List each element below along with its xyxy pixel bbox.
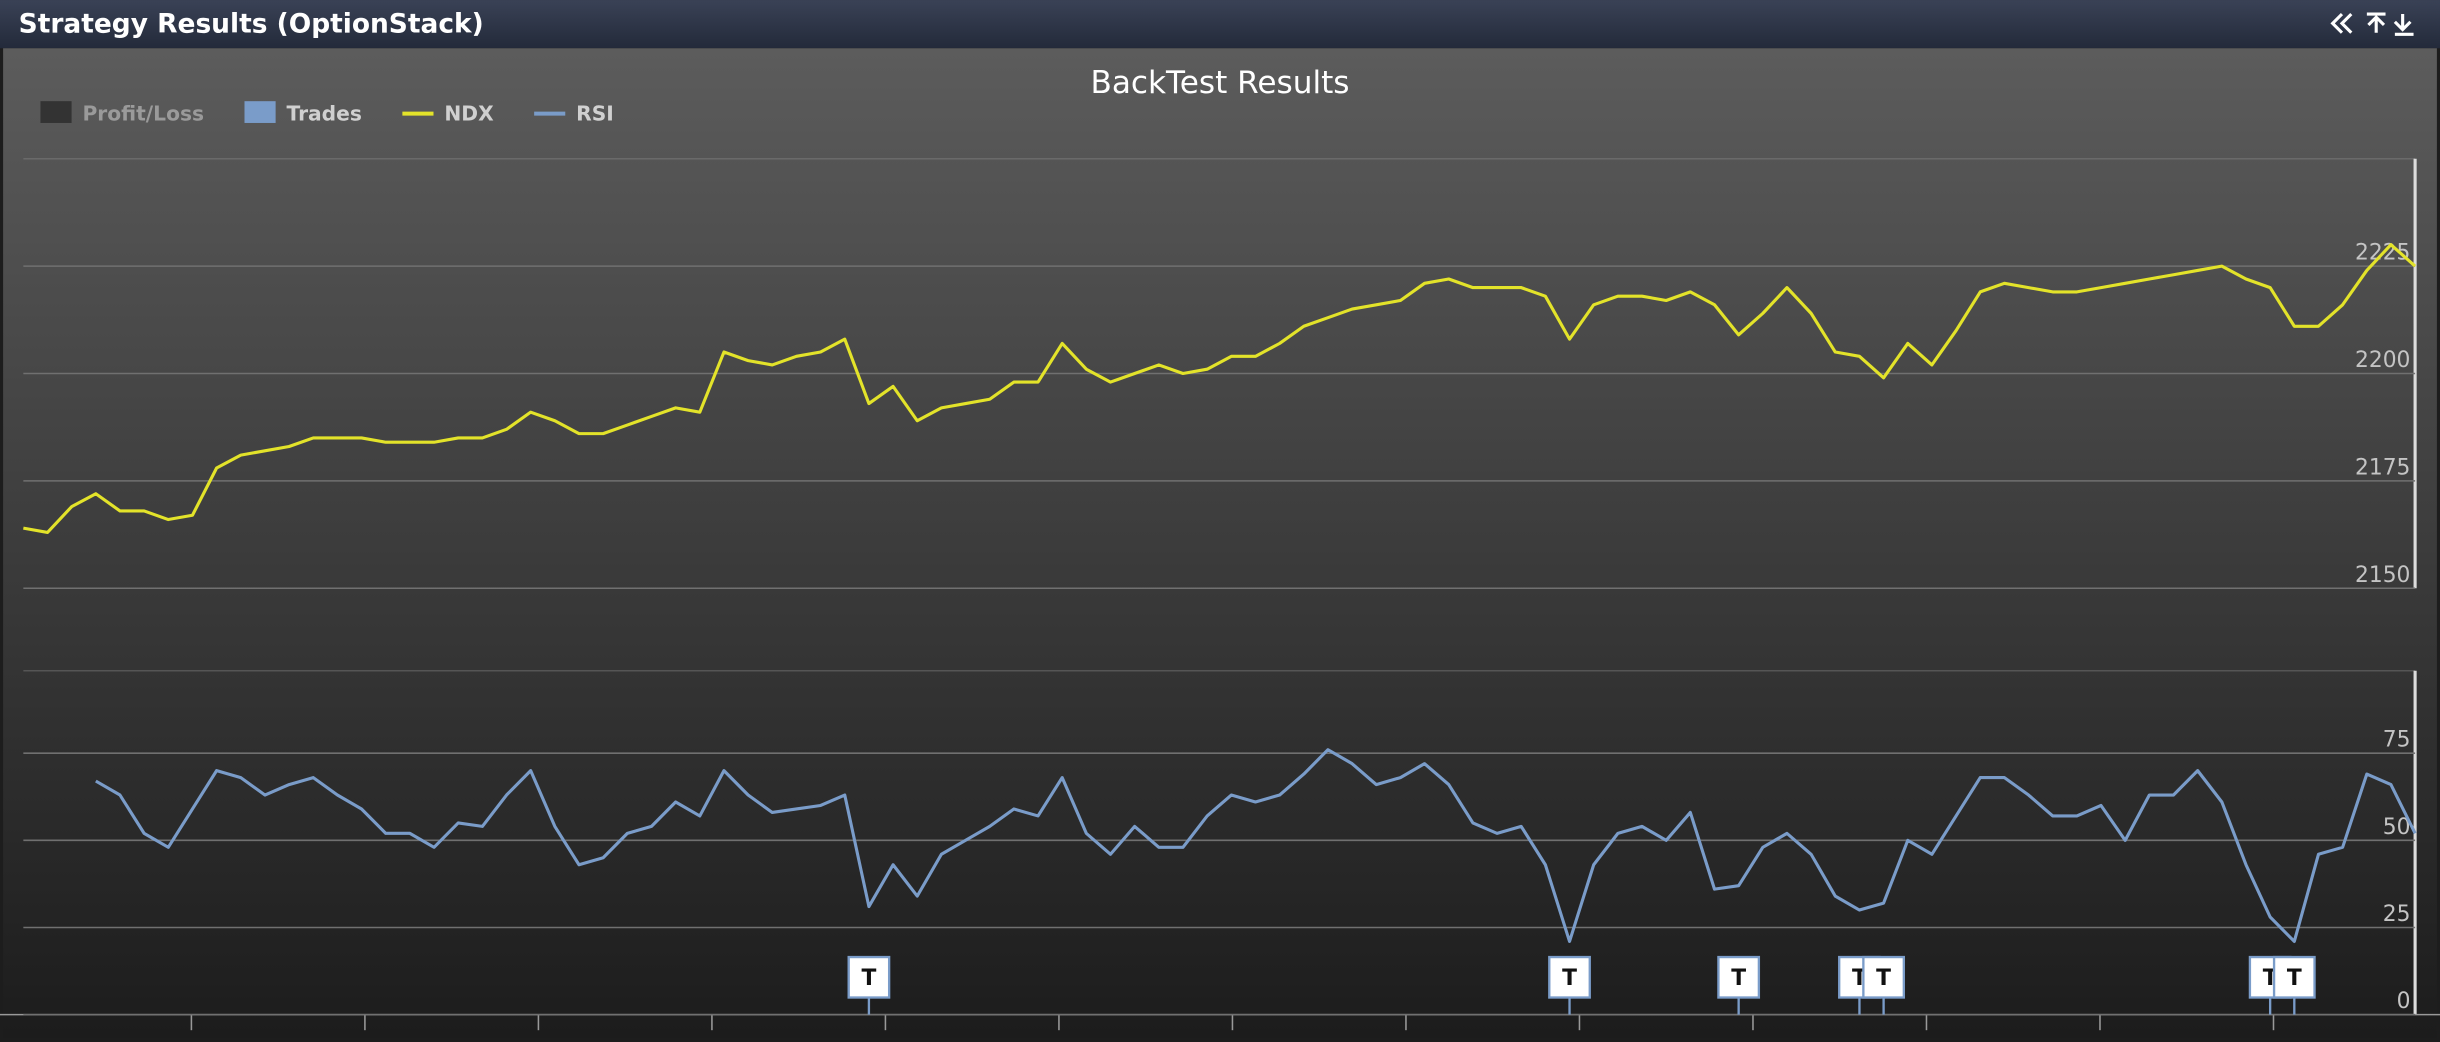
trade-flag bbox=[1717, 955, 1761, 999]
trade-flag bbox=[1862, 955, 1905, 999]
series-line bbox=[23, 243, 2417, 534]
y-tick-label: 0 bbox=[2397, 989, 2411, 1014]
trade-flag-label: T bbox=[1731, 966, 1746, 991]
y-tick-label: 2200 bbox=[2355, 348, 2410, 373]
trade-flag-label: T bbox=[861, 966, 876, 991]
legend-swatch bbox=[244, 101, 276, 123]
y-tick-label: 25 bbox=[2383, 902, 2411, 927]
title-bar bbox=[0, 0, 2440, 49]
trade-flag bbox=[847, 955, 891, 999]
trade-flag bbox=[1548, 955, 1591, 999]
y-tick-label: 50 bbox=[2383, 815, 2411, 840]
trade-flag-label: T bbox=[1876, 966, 1891, 991]
window-title: Strategy Results (OptionStack) bbox=[19, 8, 484, 39]
chart-area bbox=[3, 48, 2437, 1038]
trade-flag-label: T bbox=[1562, 966, 1577, 991]
trade-flag bbox=[2272, 955, 2316, 999]
legend-label: NDX bbox=[444, 102, 494, 126]
series-line bbox=[95, 748, 2417, 943]
x-axis-ticks bbox=[190, 1014, 2275, 1031]
y-tick-label: 75 bbox=[2383, 728, 2411, 753]
legend-label: RSI bbox=[576, 102, 614, 126]
chart-title: BackTest Results bbox=[1090, 65, 1349, 101]
window-controls[interactable] bbox=[2330, 12, 2414, 36]
y-tick-label: 2150 bbox=[2355, 563, 2410, 588]
legend-label: Profit/Loss bbox=[82, 102, 204, 126]
y-tick-label: 2175 bbox=[2355, 455, 2410, 480]
legend-label: Trades bbox=[287, 102, 362, 126]
legend-swatch bbox=[40, 101, 72, 123]
trade-flag-label: T bbox=[2287, 966, 2302, 991]
